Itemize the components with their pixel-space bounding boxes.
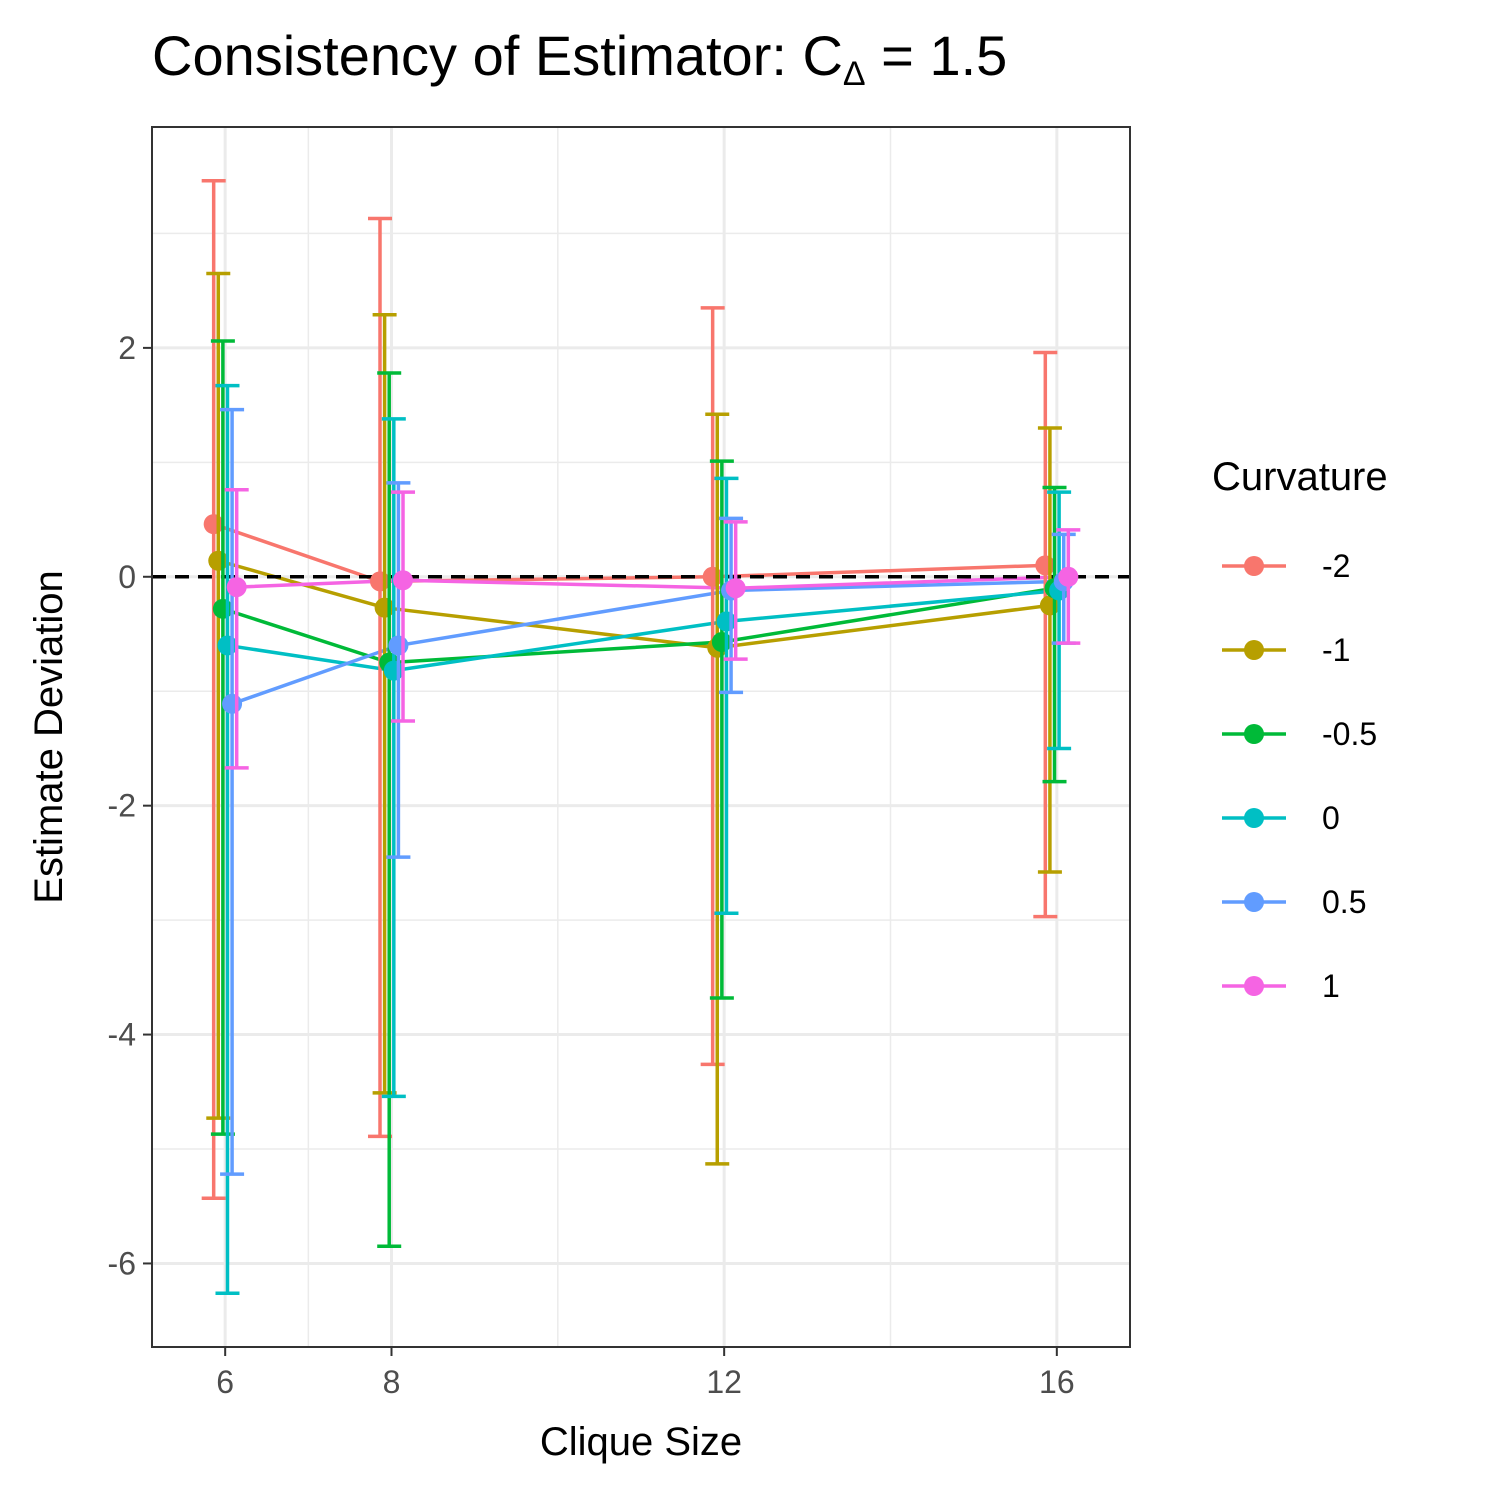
data-point (711, 632, 732, 653)
data-point (226, 577, 247, 598)
legend-key-point (1244, 556, 1264, 576)
legend-key-point (1244, 808, 1264, 828)
data-point (725, 578, 746, 599)
legend-key-point (1244, 976, 1264, 996)
data-point (702, 566, 723, 587)
data-point (203, 514, 224, 535)
y-axis-title: Estimate Deviation (27, 570, 71, 903)
series--0.5-marks (210, 339, 1067, 1249)
series--1-marks (206, 271, 1062, 1166)
data-point (370, 571, 391, 592)
x-axis-title: Clique Size (540, 1420, 742, 1464)
legend: Curvature -2 -1 -0.5 0 0.5 1 (1212, 455, 1388, 1004)
chart-title-main: Consistency of Estimator: C (152, 24, 843, 87)
data-point (1058, 566, 1079, 587)
data-point (716, 611, 737, 632)
data-point (212, 598, 233, 619)
data-point (393, 570, 414, 591)
y-tick-label: -6 (108, 1245, 136, 1281)
series--2 (213, 522, 1046, 584)
legend-label: 1 (1322, 968, 1340, 1004)
y-tick-label: -4 (108, 1017, 136, 1053)
data-point (217, 635, 238, 656)
legend-title: Curvature (1212, 455, 1388, 499)
series-0-marks (215, 383, 1072, 1295)
x-axis: 6 8 12 16 (216, 1347, 1075, 1400)
x-tick-label: 16 (1039, 1364, 1075, 1400)
legend-item--0.5: -0.5 (1222, 716, 1377, 752)
chart-title: Consistency of Estimator: CΔ = 1.5 (152, 24, 1007, 93)
series-line (222, 586, 1055, 665)
legend-item--2: -2 (1222, 548, 1350, 584)
data-point (1035, 555, 1056, 576)
y-axis: -6 -4 -2 0 2 (108, 330, 152, 1281)
data-point (222, 693, 243, 714)
legend-item-1: 1 (1222, 968, 1340, 1004)
y-tick-label: 0 (118, 559, 136, 595)
x-tick-label: 12 (706, 1364, 742, 1400)
legend-label: 0.5 (1322, 884, 1366, 920)
legend-label: -2 (1322, 548, 1350, 584)
legend-item--1: -1 (1222, 632, 1350, 668)
y-tick-label: 2 (118, 330, 136, 366)
legend-item-0: 0 (1222, 800, 1340, 836)
series-0.5-marks (220, 407, 1076, 1176)
data-point (383, 660, 404, 681)
chart-title-subscript: Δ (843, 55, 866, 93)
series--0.5 (222, 586, 1055, 665)
series-line (236, 575, 1069, 590)
plot-panel (151, 126, 1131, 1348)
series-line (227, 588, 1060, 673)
series-1 (236, 575, 1069, 590)
x-tick-label: 8 (383, 1364, 401, 1400)
data-point (388, 635, 409, 656)
legend-key-point (1244, 724, 1264, 744)
y-tick-label: -2 (108, 788, 136, 824)
x-tick-label: 6 (216, 1364, 234, 1400)
legend-label: -1 (1322, 632, 1350, 668)
plot-border (151, 126, 1131, 1348)
chart-title-suffix: = 1.5 (866, 24, 1008, 87)
series-1-marks (224, 488, 1081, 770)
legend-item-0.5: 0.5 (1222, 884, 1366, 920)
series-0 (227, 588, 1060, 673)
series-line (231, 579, 1064, 706)
data-point (208, 550, 229, 571)
plot-background (152, 127, 1130, 1347)
legend-key-point (1244, 892, 1264, 912)
legend-label: -0.5 (1322, 716, 1377, 752)
legend-label: 0 (1322, 800, 1340, 836)
legend-key-point (1244, 640, 1264, 660)
series-0.5 (231, 579, 1064, 706)
series-line (213, 522, 1046, 584)
data-point (374, 597, 395, 618)
